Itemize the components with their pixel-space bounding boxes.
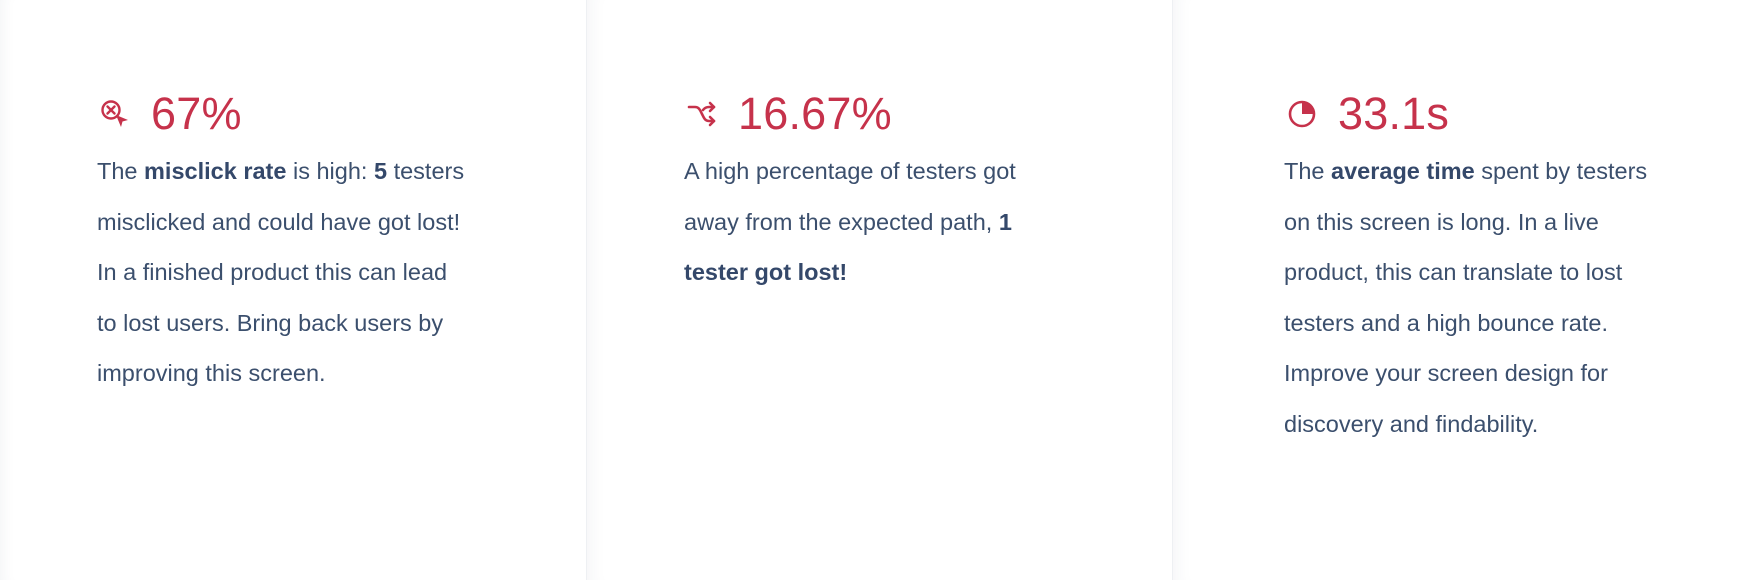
misclick-rate-description: The misclick rate is high: 5 testers mis… <box>97 158 465 386</box>
shuffle-path-icon <box>684 96 720 132</box>
path-deviation-card: 16.67% A high percentage of testers got … <box>586 0 1172 580</box>
pie-clock-icon <box>1284 96 1320 132</box>
average-time-card: 33.1s The average time spent by testers … <box>1172 0 1740 580</box>
average-time-description: The average time spent by testers on thi… <box>1284 158 1648 437</box>
average-time-value: 33.1s <box>1338 88 1450 139</box>
metric-header: 67% <box>97 90 586 138</box>
misclick-cursor-icon <box>97 96 133 132</box>
misclick-rate-value: 67% <box>151 88 242 139</box>
metric-header: 16.67% <box>684 90 1172 138</box>
metric-header: 33.1s <box>1284 90 1740 138</box>
path-deviation-value: 16.67% <box>738 88 892 139</box>
misclick-rate-card: 67% The misclick rate is high: 5 testers… <box>0 0 586 580</box>
path-deviation-description: A high percentage of testers got away fr… <box>684 158 1016 285</box>
